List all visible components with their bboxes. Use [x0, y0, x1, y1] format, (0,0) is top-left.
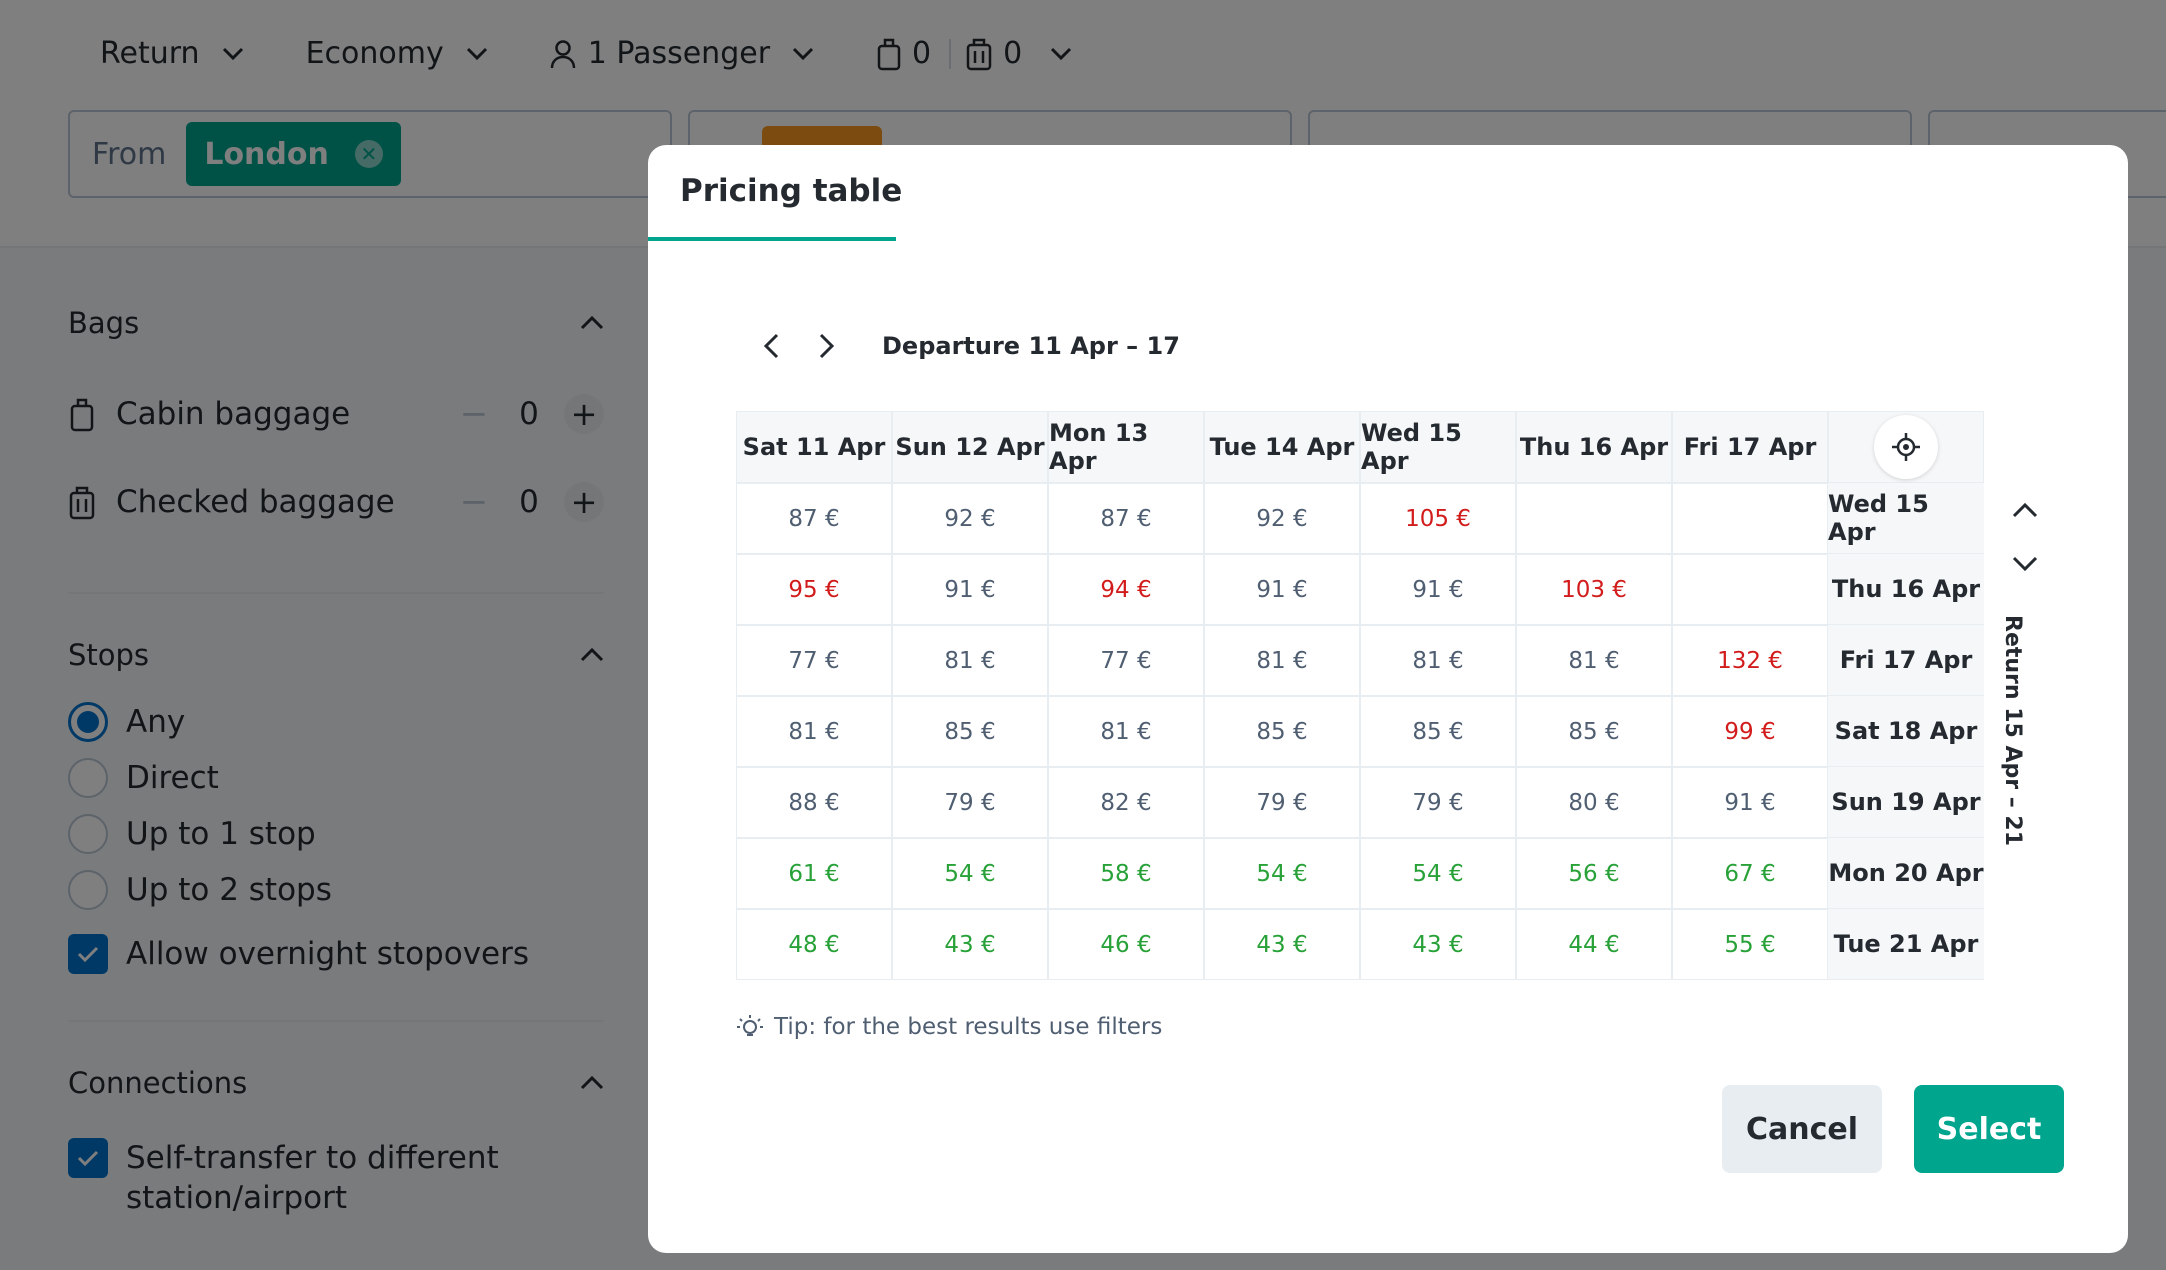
select-button[interactable]: Select [1914, 1085, 2064, 1173]
return-row-header: Sat 18 Apr [1828, 696, 1984, 767]
lightbulb-icon [737, 1015, 763, 1036]
price-cell[interactable]: 58 € [1048, 838, 1204, 909]
pricing-grid: Sat 11 Apr Sun 12 Apr Mon 13 Apr Tue 14 Apr… [736, 411, 1984, 980]
chevron-up-icon [2012, 502, 2038, 518]
price-cell[interactable]: 43 € [1204, 909, 1360, 980]
departure-nav: Departure 11 Apr – 17 [748, 323, 1180, 369]
price-cell[interactable]: 79 € [1360, 767, 1516, 838]
crosshair-icon [1892, 433, 1920, 461]
return-row-header: Tue 21 Apr [1828, 909, 1984, 980]
cancel-button[interactable]: Cancel [1722, 1085, 1882, 1173]
chevron-right-icon [819, 333, 835, 359]
departure-column-header: Thu 16 Apr [1516, 411, 1672, 483]
price-cell[interactable]: 56 € [1516, 838, 1672, 909]
return-range-label: Return 15 Apr – 21 [2000, 615, 2025, 847]
return-nav [2002, 487, 2048, 595]
return-row-header: Sun 19 Apr [1828, 767, 1984, 838]
departure-column-header: Sat 11 Apr [736, 411, 892, 483]
price-cell[interactable]: 91 € [1204, 554, 1360, 625]
price-cell[interactable]: 80 € [1516, 767, 1672, 838]
return-row-header: Thu 16 Apr [1828, 554, 1984, 625]
departure-range-label: Departure 11 Apr – 17 [882, 332, 1180, 360]
price-cell[interactable]: 81 € [1516, 625, 1672, 696]
price-cell[interactable]: 81 € [892, 625, 1048, 696]
price-cell[interactable]: 77 € [736, 625, 892, 696]
price-cell[interactable]: 85 € [1204, 696, 1360, 767]
price-cell[interactable]: 82 € [1048, 767, 1204, 838]
price-cell[interactable]: 85 € [1516, 696, 1672, 767]
price-cell[interactable]: 85 € [892, 696, 1048, 767]
price-cell[interactable]: 43 € [1360, 909, 1516, 980]
return-row-header: Fri 17 Apr [1828, 625, 1984, 696]
tab-pricing-table[interactable]: Pricing table [680, 173, 903, 209]
departure-column-header: Tue 14 Apr [1204, 411, 1360, 483]
departure-column-header: Mon 13 Apr [1048, 411, 1204, 483]
price-cell[interactable]: 55 € [1672, 909, 1828, 980]
departure-column-header: Fri 17 Apr [1672, 411, 1828, 483]
price-cell[interactable]: 79 € [1204, 767, 1360, 838]
price-cell[interactable]: 88 € [736, 767, 892, 838]
price-cell[interactable]: 61 € [736, 838, 892, 909]
price-cell[interactable]: 81 € [1360, 625, 1516, 696]
return-range-wrapper: Return 15 Apr – 21 [1990, 615, 2050, 846]
price-cell[interactable]: 67 € [1672, 838, 1828, 909]
previous-return-week-button[interactable] [2002, 487, 2048, 533]
price-cell[interactable]: 46 € [1048, 909, 1204, 980]
price-cell[interactable]: 95 € [736, 554, 892, 625]
price-cell[interactable]: 92 € [1204, 483, 1360, 554]
price-cell[interactable]: 77 € [1048, 625, 1204, 696]
tip: Tip: for the best results use filters [736, 1013, 1162, 1041]
pricing-table-modal: Pricing table Departure 11 Apr – 17 Sat … [648, 145, 2128, 1253]
return-row-header: Wed 15 Apr [1828, 483, 1984, 554]
price-cell[interactable]: 105 € [1360, 483, 1516, 554]
price-cell [1672, 483, 1828, 554]
price-cell[interactable]: 91 € [892, 554, 1048, 625]
tip-text: Tip: for the best results use filters [774, 1014, 1163, 1040]
price-cell[interactable]: 43 € [892, 909, 1048, 980]
price-cell[interactable]: 54 € [892, 838, 1048, 909]
price-cell[interactable]: 91 € [1672, 767, 1828, 838]
chevron-left-icon [763, 333, 779, 359]
price-cell [1516, 483, 1672, 554]
grid-corner [1828, 411, 1984, 483]
price-cell[interactable]: 54 € [1204, 838, 1360, 909]
price-cell[interactable]: 79 € [892, 767, 1048, 838]
price-cell[interactable]: 91 € [1360, 554, 1516, 625]
price-cell[interactable]: 48 € [736, 909, 892, 980]
price-cell[interactable]: 87 € [1048, 483, 1204, 554]
price-cell[interactable]: 81 € [736, 696, 892, 767]
center-selection-button[interactable] [1874, 415, 1938, 479]
previous-week-button[interactable] [748, 323, 794, 369]
chevron-down-icon [2012, 556, 2038, 572]
departure-column-header: Sun 12 Apr [892, 411, 1048, 483]
price-cell [1672, 554, 1828, 625]
price-cell[interactable]: 103 € [1516, 554, 1672, 625]
return-row-header: Mon 20 Apr [1828, 838, 1984, 909]
next-return-week-button[interactable] [2002, 541, 2048, 587]
price-cell[interactable]: 94 € [1048, 554, 1204, 625]
next-week-button[interactable] [804, 323, 850, 369]
price-cell[interactable]: 44 € [1516, 909, 1672, 980]
price-cell[interactable]: 92 € [892, 483, 1048, 554]
price-cell[interactable]: 54 € [1360, 838, 1516, 909]
price-cell[interactable]: 85 € [1360, 696, 1516, 767]
departure-column-header: Wed 15 Apr [1360, 411, 1516, 483]
active-tab-indicator [648, 237, 896, 241]
price-cell[interactable]: 99 € [1672, 696, 1828, 767]
price-cell[interactable]: 81 € [1204, 625, 1360, 696]
price-cell[interactable]: 132 € [1672, 625, 1828, 696]
price-cell[interactable]: 87 € [736, 483, 892, 554]
price-cell[interactable]: 81 € [1048, 696, 1204, 767]
